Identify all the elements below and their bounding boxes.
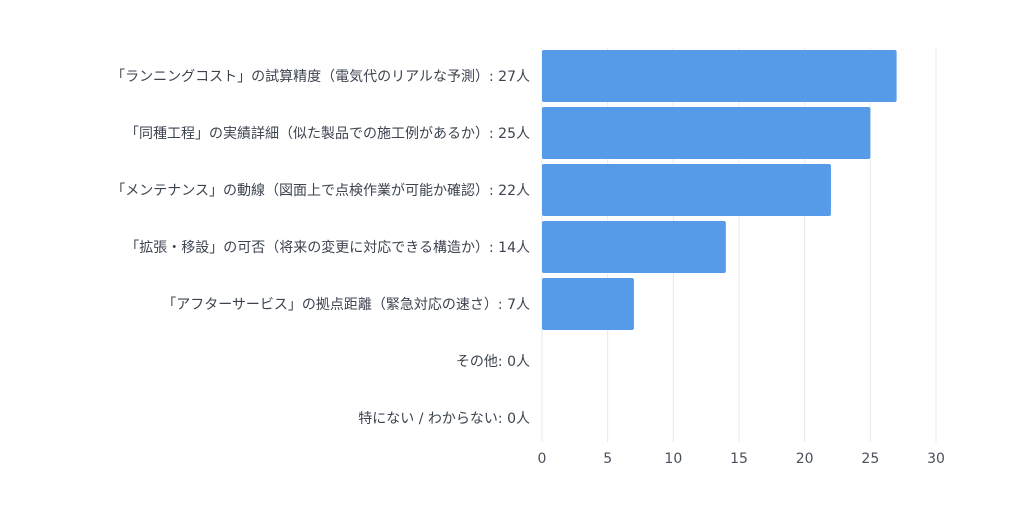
bar bbox=[542, 221, 726, 273]
bar bbox=[542, 278, 634, 330]
category-label: 特にない / わからない: 0人 bbox=[358, 411, 530, 427]
x-tick-label: 30 bbox=[927, 451, 945, 467]
category-label: その他: 0人 bbox=[456, 354, 530, 370]
x-tick-label: 5 bbox=[603, 451, 612, 467]
category-label: 「ランニングコスト」の試算精度（電気代のリアルな予測）: 27人 bbox=[111, 69, 530, 85]
bar bbox=[542, 50, 897, 102]
x-tick-label: 20 bbox=[796, 451, 814, 467]
category-labels: 「ランニングコスト」の試算精度（電気代のリアルな予測）: 27人「同種工程」の実… bbox=[111, 69, 530, 427]
x-tick-label: 15 bbox=[730, 451, 748, 467]
category-label: 「アフターサービス」の拠点距離（緊急対応の速さ）: 7人 bbox=[162, 296, 530, 313]
x-tick-label: 10 bbox=[664, 451, 682, 467]
x-tick-label: 0 bbox=[538, 451, 547, 467]
bar bbox=[542, 164, 831, 216]
category-label: 「メンテナンス」の動線（図面上で点検作業が可能か確認）: 22人 bbox=[111, 183, 530, 199]
bar bbox=[542, 107, 871, 159]
x-tick-labels: 0 5 10 15 20 25 30 bbox=[538, 451, 945, 467]
category-label: 「拡張・移設」の可否（将来の変更に対応できる構造か）: 14人 bbox=[125, 239, 530, 256]
bars bbox=[542, 50, 897, 330]
x-tick-label: 25 bbox=[861, 451, 879, 467]
category-label: 「同種工程」の実績詳細（似た製品での施工例があるか）: 25人 bbox=[125, 126, 530, 142]
